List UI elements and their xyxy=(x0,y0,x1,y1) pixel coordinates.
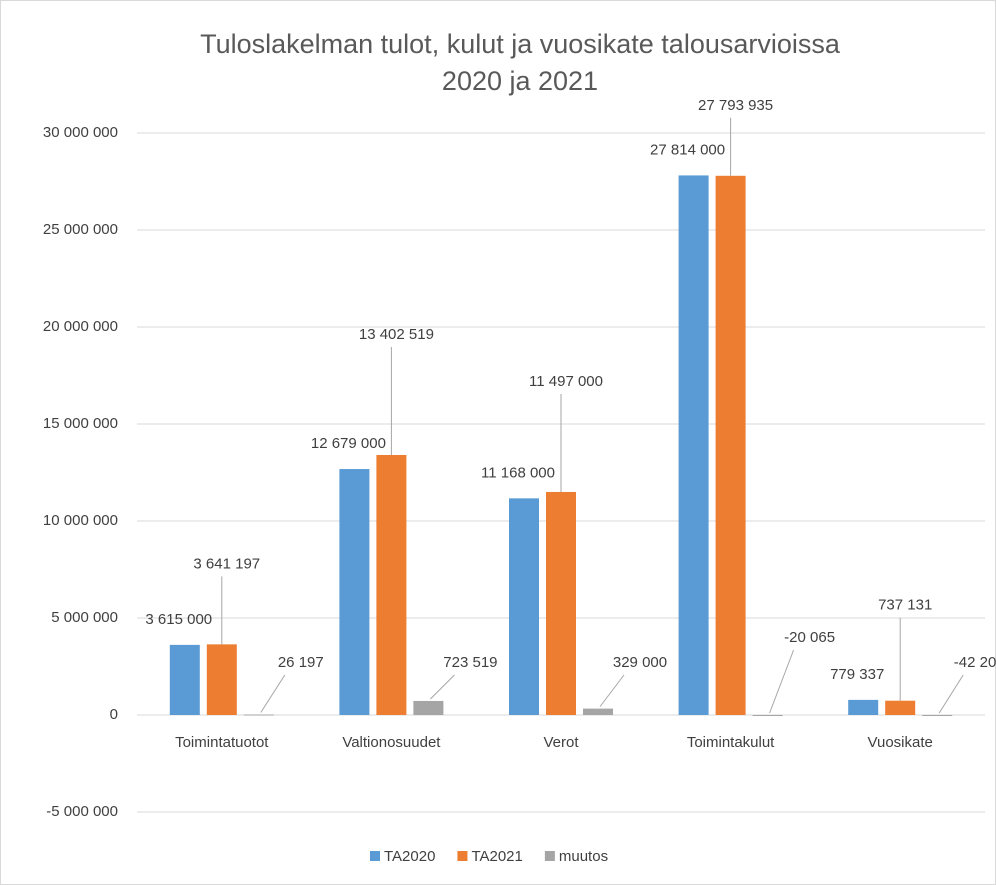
data-label: 26 197 xyxy=(278,654,324,671)
data-label: 3 615 000 xyxy=(145,611,212,628)
bar xyxy=(243,714,274,716)
bar xyxy=(509,498,539,715)
bar xyxy=(413,700,444,715)
data-label: -42 206 xyxy=(954,654,996,671)
data-label: 13 402 519 xyxy=(359,326,434,343)
legend-swatch xyxy=(370,851,380,861)
data-label: 737 131 xyxy=(878,597,932,614)
data-label: 779 337 xyxy=(830,666,884,683)
leader-line xyxy=(430,674,455,700)
x-tick-label: Verot xyxy=(543,734,579,751)
data-label: 11 497 000 xyxy=(529,373,603,390)
bar xyxy=(715,175,746,715)
bar xyxy=(546,491,576,715)
bar xyxy=(206,644,237,715)
leader-line xyxy=(260,674,286,713)
x-tick-label: Valtionosuudet xyxy=(342,734,441,751)
y-tick-label: -5 000 000 xyxy=(46,803,118,820)
bar xyxy=(339,469,370,715)
bar xyxy=(885,700,916,715)
data-label: 12 679 000 xyxy=(311,435,386,452)
y-tick-label: 5 000 000 xyxy=(51,609,118,626)
bar xyxy=(922,715,953,716)
bar xyxy=(752,715,783,716)
legend-label: TA2020 xyxy=(384,848,435,865)
y-tick-label: 25 000 000 xyxy=(43,221,118,238)
data-label: 329 000 xyxy=(613,654,667,671)
data-label: 11 168 000 xyxy=(481,464,555,481)
data-label: 27 793 935 xyxy=(698,97,773,114)
x-tick-label: Toimintakulut xyxy=(687,734,775,751)
x-tick-label: Toimintatuotot xyxy=(175,734,269,751)
legend-label: TA2021 xyxy=(471,848,522,865)
y-tick-label: 20 000 000 xyxy=(43,318,118,335)
legend-label: muutos xyxy=(559,848,608,865)
x-tick-label: Vuosikate xyxy=(868,734,933,751)
leader-line xyxy=(938,674,964,714)
bar xyxy=(376,454,407,715)
chart-title: Tuloslakelman tulot, kulut ja vuosikate … xyxy=(200,29,841,59)
chart-title: 2020 ja 2021 xyxy=(442,66,598,96)
bar xyxy=(169,644,200,715)
bar xyxy=(583,708,613,715)
leader-line xyxy=(599,674,625,707)
bar xyxy=(678,175,709,716)
legend-swatch xyxy=(544,851,555,861)
y-tick-label: 15 000 000 xyxy=(43,415,118,432)
y-tick-label: 10 000 000 xyxy=(43,512,118,529)
data-label: 3 641 197 xyxy=(193,555,260,572)
data-label: 27 814 000 xyxy=(650,141,725,158)
data-label: 723 519 xyxy=(443,654,497,671)
legend-swatch xyxy=(457,851,468,861)
data-label: -20 065 xyxy=(784,629,835,646)
y-tick-label: 30 000 000 xyxy=(43,124,118,141)
y-tick-label: 0 xyxy=(110,706,118,723)
bar xyxy=(848,699,879,715)
leader-line xyxy=(769,649,795,714)
